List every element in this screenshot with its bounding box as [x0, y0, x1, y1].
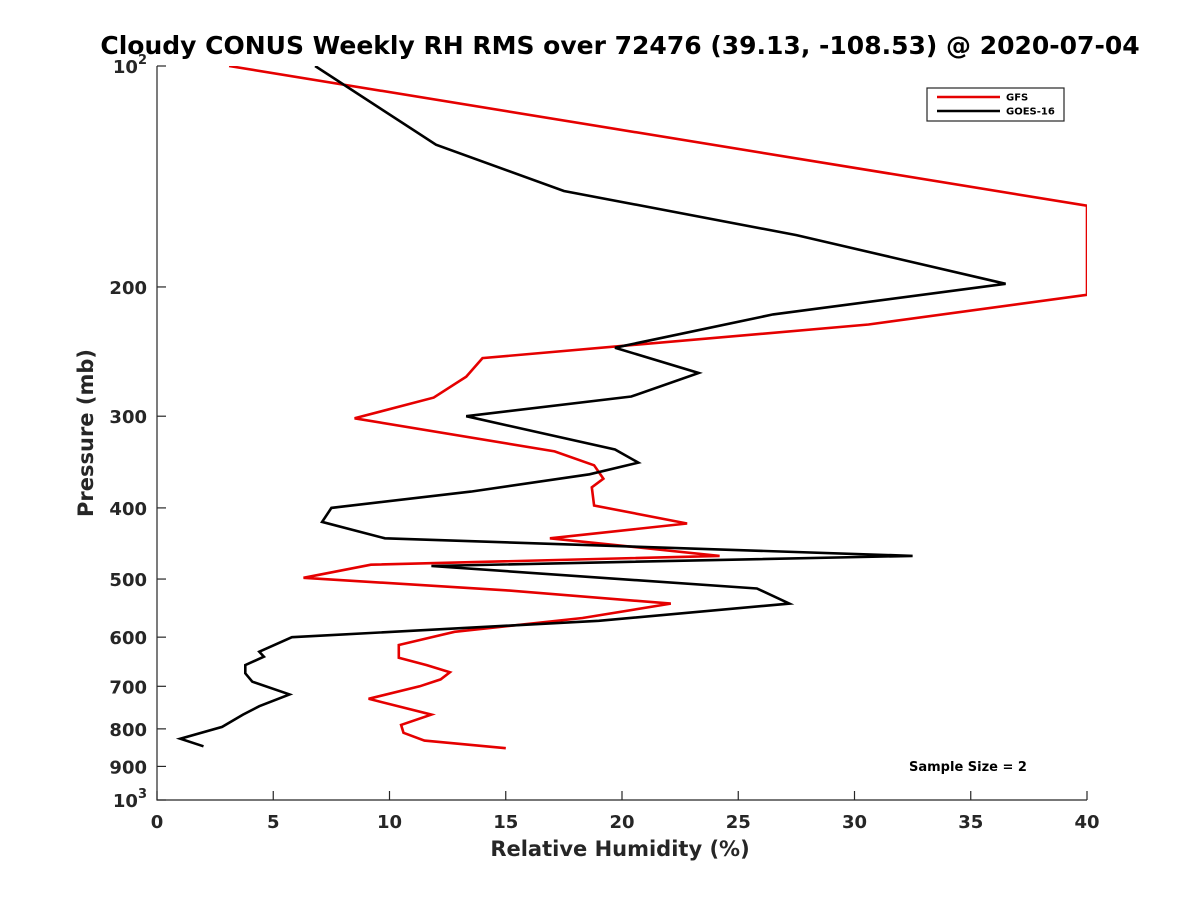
y-tick-label: 500: [109, 570, 147, 591]
y-tick-label: 700: [109, 677, 147, 698]
y-tick-label: 800: [109, 720, 147, 741]
series-group: [175, 66, 1087, 750]
y-tick-label: 400: [109, 499, 147, 520]
chart-title: Cloudy CONUS Weekly RH RMS over 72476 (3…: [100, 31, 1139, 60]
y-axis-label: Pressure (mb): [74, 349, 98, 517]
x-tick-label: 15: [493, 812, 518, 833]
series-line-goes-16: [175, 66, 1006, 748]
x-tick-label: 25: [726, 812, 751, 833]
y-tick-label: 600: [109, 628, 147, 649]
legend: GFS GOES-16: [926, 87, 1065, 122]
x-tick-label: 20: [609, 812, 634, 833]
y-tick-label: 103: [113, 787, 147, 812]
x-axis-label: Relative Humidity (%): [490, 837, 749, 861]
x-tick-label: 0: [151, 812, 164, 833]
legend-label-goes-16: GOES-16: [1006, 107, 1055, 118]
y-tick-label: 900: [109, 757, 147, 778]
x-tick-label: 30: [842, 812, 867, 833]
x-tick-label: 10: [377, 812, 402, 833]
y-tick-label: 102: [113, 53, 147, 78]
sample-size-annotation: Sample Size = 2: [909, 760, 1027, 775]
axes-frame: [156, 66, 1087, 801]
plot-area: 0 5 10 15 20 25 30 35 40 102 200 300 400 500 600 700 800…: [109, 53, 1099, 833]
x-tick-label: 35: [958, 812, 983, 833]
y-tick-label: 300: [109, 407, 147, 428]
x-tick-label: 5: [267, 812, 280, 833]
legend-box: [926, 87, 1065, 122]
x-tick-label: 40: [1074, 812, 1099, 833]
y-tick-label: 200: [109, 278, 147, 299]
legend-label-gfs: GFS: [1006, 93, 1028, 104]
series-line-gfs: [228, 66, 1087, 750]
